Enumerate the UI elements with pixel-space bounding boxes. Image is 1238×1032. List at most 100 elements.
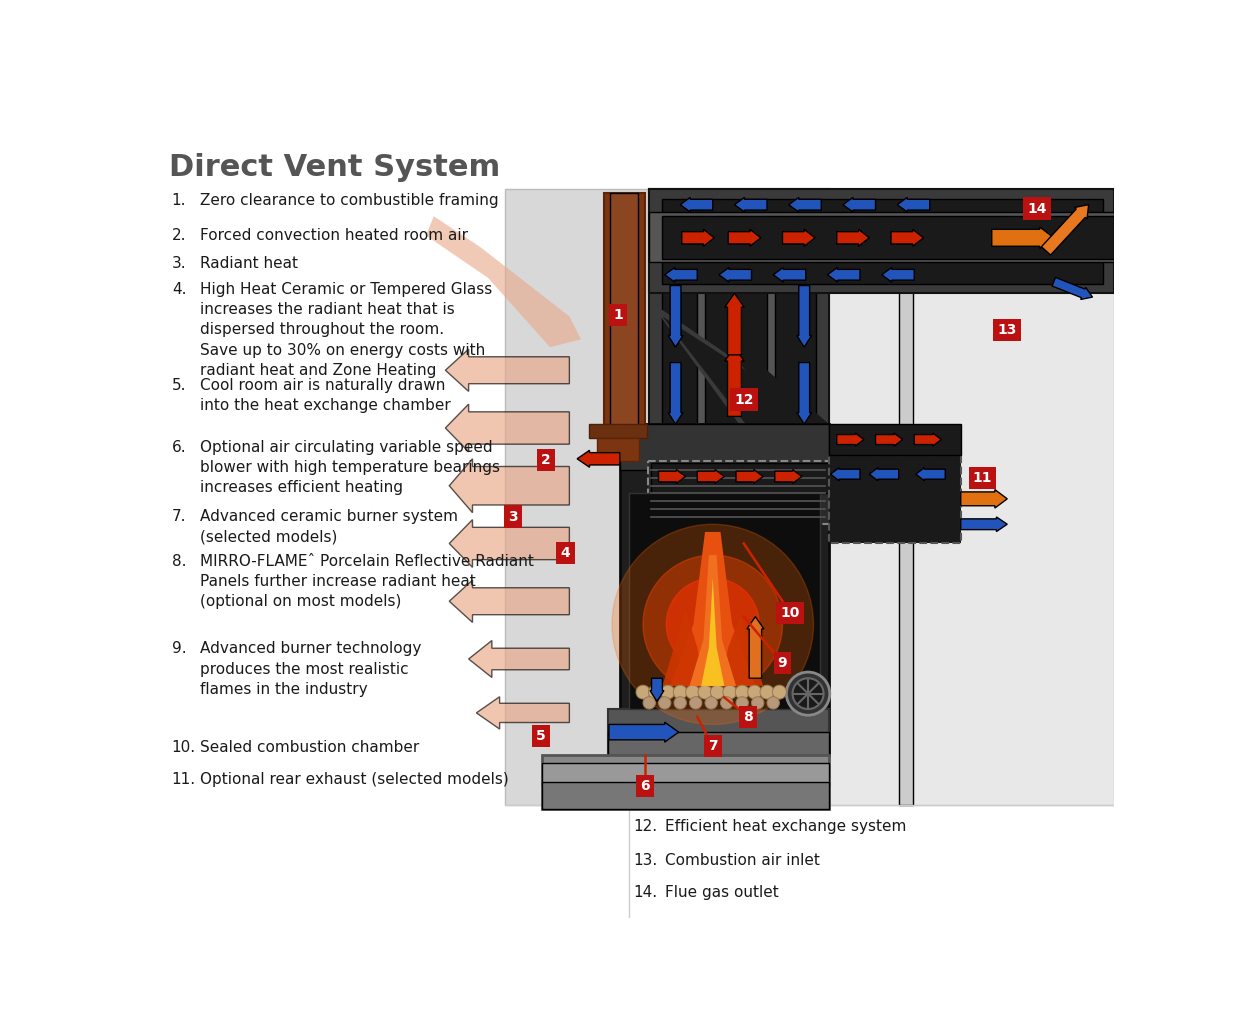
FancyBboxPatch shape: [542, 755, 829, 809]
Text: Radiant heat: Radiant heat: [199, 256, 297, 271]
FancyBboxPatch shape: [704, 189, 768, 436]
Text: 13.: 13.: [634, 853, 657, 868]
Circle shape: [760, 685, 774, 699]
Circle shape: [698, 685, 712, 699]
FancyArrow shape: [774, 267, 806, 282]
FancyArrow shape: [719, 267, 751, 282]
FancyArrow shape: [961, 489, 1008, 508]
Circle shape: [636, 685, 650, 699]
Text: Efficient heat exchange system: Efficient heat exchange system: [665, 819, 906, 834]
FancyBboxPatch shape: [542, 763, 829, 786]
Text: High Heat Ceramic or Tempered Glass
increases the radiant heat that is
dispersed: High Heat Ceramic or Tempered Glass incr…: [199, 282, 491, 379]
Text: 11: 11: [973, 471, 992, 485]
Polygon shape: [704, 317, 829, 482]
FancyArrow shape: [797, 362, 812, 424]
Text: Forced convection heated room air: Forced convection heated room air: [199, 228, 468, 243]
Polygon shape: [690, 555, 737, 686]
Text: 1.: 1.: [172, 193, 186, 208]
Text: 9.: 9.: [172, 641, 187, 656]
FancyArrow shape: [659, 470, 686, 483]
FancyArrow shape: [477, 697, 569, 729]
Circle shape: [748, 685, 761, 699]
Text: 8.: 8.: [172, 553, 186, 569]
FancyArrow shape: [446, 405, 569, 452]
FancyBboxPatch shape: [649, 213, 1114, 262]
FancyBboxPatch shape: [608, 732, 829, 755]
FancyArrow shape: [446, 349, 569, 391]
FancyArrow shape: [669, 286, 683, 347]
Text: 11.: 11.: [172, 772, 196, 787]
FancyArrow shape: [680, 197, 713, 212]
Text: 10: 10: [781, 606, 800, 620]
FancyBboxPatch shape: [608, 709, 829, 755]
Text: Zero clearance to combustible framing: Zero clearance to combustible framing: [199, 193, 499, 208]
FancyArrow shape: [775, 470, 802, 483]
FancyArrow shape: [837, 229, 869, 247]
FancyArrow shape: [875, 433, 903, 446]
FancyArrow shape: [728, 229, 761, 247]
Text: 8: 8: [744, 710, 753, 723]
Circle shape: [721, 697, 733, 709]
Circle shape: [643, 555, 782, 694]
FancyArrow shape: [992, 227, 1054, 249]
FancyBboxPatch shape: [620, 424, 829, 471]
Circle shape: [673, 685, 687, 699]
Circle shape: [786, 672, 829, 715]
FancyBboxPatch shape: [610, 193, 639, 431]
FancyArrow shape: [881, 267, 914, 282]
Text: 3.: 3.: [172, 256, 187, 271]
FancyArrow shape: [843, 197, 875, 212]
Polygon shape: [701, 578, 724, 686]
Text: Flue gas outlet: Flue gas outlet: [665, 884, 779, 900]
FancyArrow shape: [747, 617, 764, 678]
Polygon shape: [662, 609, 704, 686]
Circle shape: [666, 578, 759, 671]
FancyArrow shape: [869, 467, 899, 481]
FancyArrow shape: [449, 580, 569, 622]
FancyBboxPatch shape: [589, 424, 647, 438]
FancyBboxPatch shape: [899, 189, 912, 805]
FancyArrow shape: [837, 433, 864, 446]
Circle shape: [649, 685, 662, 699]
FancyArrow shape: [916, 467, 946, 481]
Circle shape: [704, 697, 717, 709]
Circle shape: [643, 697, 655, 709]
Polygon shape: [426, 217, 581, 347]
FancyArrow shape: [697, 470, 724, 483]
FancyBboxPatch shape: [651, 462, 829, 493]
Circle shape: [612, 524, 813, 724]
FancyBboxPatch shape: [651, 189, 690, 805]
Circle shape: [711, 685, 724, 699]
FancyArrow shape: [914, 433, 941, 446]
FancyBboxPatch shape: [829, 455, 961, 544]
Text: 12: 12: [734, 392, 754, 407]
Text: Optional air circulating variable speed
blower with high temperature bearings
in: Optional air circulating variable speed …: [199, 440, 500, 495]
FancyArrow shape: [577, 450, 620, 467]
FancyArrow shape: [891, 229, 924, 247]
Text: Direct Vent System: Direct Vent System: [168, 153, 500, 182]
FancyBboxPatch shape: [662, 198, 1103, 284]
FancyBboxPatch shape: [662, 217, 1114, 259]
FancyArrow shape: [469, 641, 569, 677]
Circle shape: [792, 678, 823, 709]
FancyArrow shape: [827, 267, 860, 282]
Circle shape: [686, 685, 699, 699]
FancyArrow shape: [682, 229, 714, 247]
Text: Combustion air inlet: Combustion air inlet: [665, 853, 820, 868]
Polygon shape: [751, 424, 829, 502]
FancyBboxPatch shape: [620, 424, 829, 755]
Text: Advanced ceramic burner system
(selected models): Advanced ceramic burner system (selected…: [199, 509, 458, 544]
FancyBboxPatch shape: [662, 189, 816, 436]
Text: 6.: 6.: [172, 440, 187, 454]
FancyBboxPatch shape: [647, 461, 829, 524]
Polygon shape: [670, 531, 755, 686]
FancyArrow shape: [449, 459, 569, 513]
Circle shape: [735, 685, 749, 699]
Circle shape: [773, 685, 786, 699]
Text: 13: 13: [998, 323, 1016, 337]
FancyArrow shape: [831, 467, 860, 481]
Text: MIRRO-FLAMEˆ Porcelain Reflective Radiant
Panels further increase radiant heat
(: MIRRO-FLAMEˆ Porcelain Reflective Radian…: [199, 553, 534, 609]
FancyArrow shape: [724, 293, 744, 355]
FancyArrow shape: [898, 197, 930, 212]
Text: 5: 5: [536, 729, 546, 743]
